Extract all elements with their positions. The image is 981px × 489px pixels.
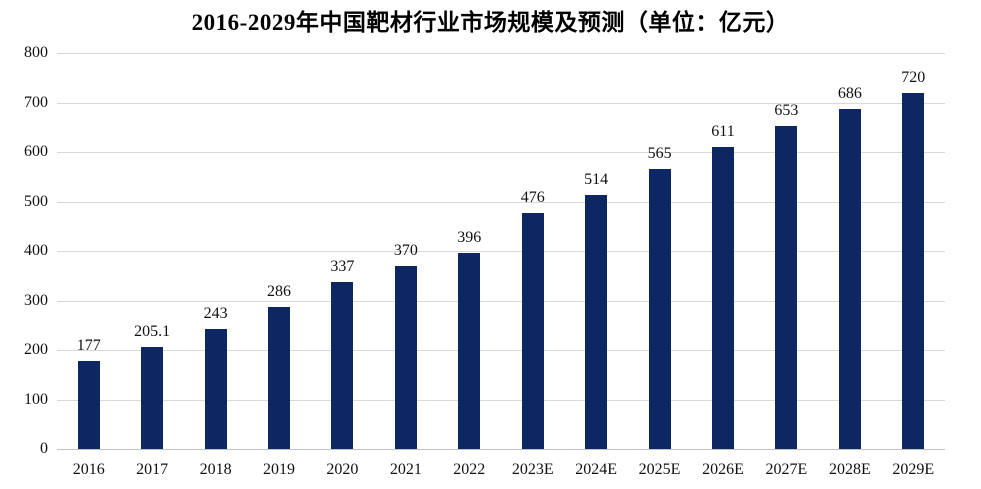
y-tick-label: 0: [40, 440, 48, 457]
x-axis-line: [57, 449, 945, 450]
gridline: [57, 251, 945, 252]
bar-value-label: 653: [774, 101, 799, 119]
gridline: [57, 300, 945, 302]
bar-value-label: 337: [330, 258, 355, 276]
bar: [204, 328, 227, 449]
y-tick-label: 500: [24, 192, 48, 210]
gridline: [57, 53, 945, 54]
x-tick-label: 2020: [326, 461, 359, 478]
x-tick-label: 2028E: [828, 461, 871, 478]
chart-title: 2016-2029年中国靶材行业市场规模及预测（单位：亿元）: [191, 10, 790, 35]
bar: [775, 125, 798, 449]
bar-value-label: 686: [837, 85, 862, 103]
bar-value-label: 205.1: [134, 323, 171, 341]
bar: [521, 213, 544, 449]
bar-value-label: 720: [901, 68, 926, 86]
bar-value-label: 370: [393, 241, 418, 259]
bar-value-label: 286: [267, 283, 291, 301]
x-tick-label: 2024E: [575, 461, 618, 478]
y-tick-label: 600: [24, 143, 48, 160]
gridline: [57, 102, 945, 104]
x-tick-label: 2019: [263, 461, 295, 478]
bar-value-label: 243: [203, 304, 228, 322]
bar: [141, 347, 164, 449]
x-tick-label: 2021: [389, 461, 422, 478]
x-tick-label: 2018: [199, 461, 232, 478]
gridline: [57, 152, 945, 153]
bar: [77, 361, 100, 449]
y-tick-label: 700: [24, 93, 48, 111]
bar: [331, 282, 354, 449]
gridline: [57, 350, 945, 351]
y-tick-label: 400: [24, 242, 48, 259]
x-tick-label: 2017: [136, 461, 169, 478]
gridline: [57, 201, 945, 203]
bar-value-label: 611: [711, 122, 735, 140]
x-tick-label: 2023E: [511, 461, 554, 478]
bar: [585, 194, 608, 449]
bar: [902, 92, 925, 449]
bar-value-label: 396: [457, 228, 482, 246]
bar: [648, 169, 671, 449]
bar: [712, 146, 734, 449]
y-tick-label: 100: [24, 390, 48, 408]
bar: [394, 265, 417, 449]
y-tick-label: 800: [24, 44, 48, 61]
bar: [838, 109, 861, 449]
y-tick-label: 200: [24, 341, 48, 358]
bar-value-label: 514: [584, 170, 609, 188]
x-tick-label: 2022: [453, 461, 486, 478]
bar: [458, 252, 481, 449]
bar: [268, 307, 290, 449]
x-tick-label: 2029E: [892, 461, 935, 478]
x-tick-label: 2016: [72, 461, 105, 478]
x-tick-label: 2025E: [638, 461, 681, 478]
bar-value-label: 476: [520, 189, 545, 207]
x-tick-label: 2027E: [765, 461, 808, 478]
x-tick-label: 2026E: [702, 461, 744, 478]
bar-value-label: 565: [647, 145, 672, 163]
y-tick-label: 300: [24, 291, 48, 309]
gridline: [57, 399, 945, 401]
bar-value-label: 177: [76, 337, 101, 355]
